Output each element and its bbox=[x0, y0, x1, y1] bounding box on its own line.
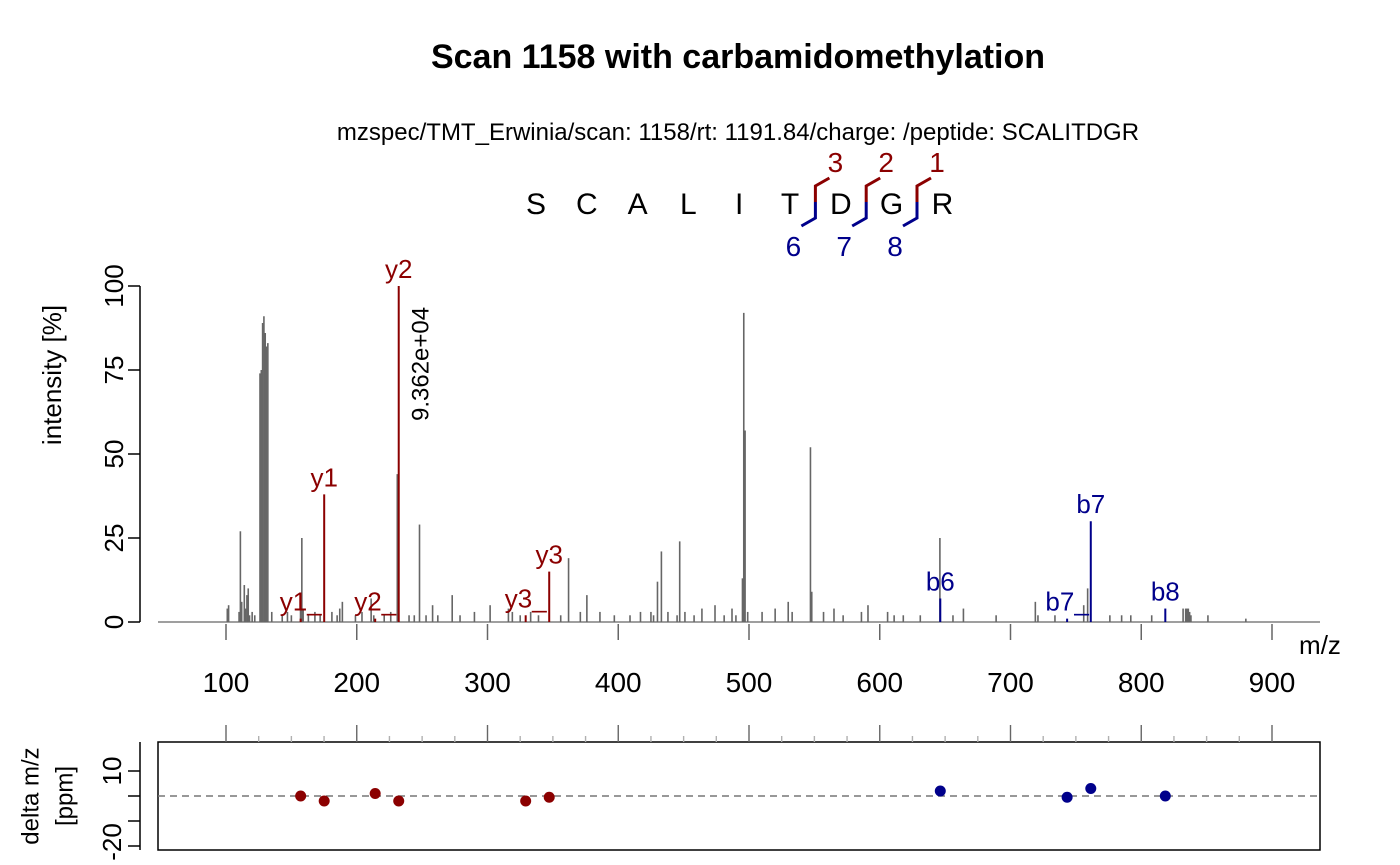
residue: A bbox=[628, 188, 648, 221]
residue: I bbox=[735, 188, 743, 221]
max-intensity-label: 9.362e+04 bbox=[408, 307, 435, 421]
delta-y-axis-label: [ppm] bbox=[51, 766, 78, 826]
peak-label: y3_ bbox=[505, 583, 547, 613]
x-tick-label: 300 bbox=[464, 667, 511, 698]
x-tick-label: 200 bbox=[333, 667, 380, 698]
delta-point bbox=[1085, 783, 1097, 794]
peak-label: y3 bbox=[535, 540, 562, 570]
y-axis-label: intensity [%] bbox=[37, 305, 67, 445]
y-fragment-number: 3 bbox=[828, 147, 844, 178]
y-tick-label: 100 bbox=[99, 264, 129, 307]
residue: T bbox=[781, 188, 799, 221]
delta-point bbox=[1061, 791, 1073, 803]
delta-point bbox=[934, 785, 946, 797]
y-fragment-bracket bbox=[864, 176, 881, 202]
x-tick-label: 500 bbox=[726, 667, 773, 698]
b-fragment-number: 8 bbox=[887, 231, 903, 262]
peak-label: b7 bbox=[1076, 489, 1105, 519]
intensity-plot: y1 y1_ y2 y2_ y3 y3_ b6 b7 b7_ b8 9.362e+04 0 25 50 75… bbox=[37, 254, 1341, 698]
y-tick-label: 75 bbox=[99, 356, 129, 385]
y-fragment-number: 1 bbox=[929, 147, 945, 178]
delta-y-tick-label: -20 bbox=[97, 823, 127, 861]
residue: S bbox=[526, 188, 546, 221]
y-fragment-bracket bbox=[915, 176, 932, 202]
y-tick-label: 0 bbox=[99, 615, 129, 629]
x-tick-label: 800 bbox=[1118, 667, 1165, 698]
chart-subtitle: mzspec/TMT_Erwinia/scan: 1158/rt: 1191.8… bbox=[337, 119, 1139, 146]
x-tick-label: 400 bbox=[595, 667, 642, 698]
y-tick-label: 50 bbox=[99, 440, 129, 469]
peak-label: y1 bbox=[310, 462, 337, 492]
x-tick-label: 700 bbox=[987, 667, 1034, 698]
b-fragment-bracket bbox=[800, 202, 817, 228]
delta-y-tick-label: 10 bbox=[97, 757, 127, 786]
y-fragment-bracket bbox=[813, 176, 831, 202]
residue: R bbox=[932, 188, 954, 221]
delta-point bbox=[543, 791, 555, 803]
delta-point bbox=[1159, 790, 1171, 802]
peak-label: b7_ bbox=[1045, 587, 1089, 617]
delta-point bbox=[520, 795, 532, 807]
x-axis-label: m/z bbox=[1299, 630, 1341, 660]
b-fragment-bracket bbox=[902, 202, 919, 228]
b-fragment-bracket bbox=[851, 202, 868, 228]
peptide-sequence: S C A L I T D G R 3 6 2 7 1 8 bbox=[526, 147, 953, 262]
peak-label: y1_ bbox=[280, 587, 322, 617]
peak-group bbox=[226, 312, 1247, 622]
delta-y-axis-label: delta m/z bbox=[17, 747, 44, 844]
delta-point bbox=[393, 795, 405, 807]
delta-point bbox=[369, 788, 381, 799]
delta-ppm-plot: 10 -20 delta m/z [ppm] bbox=[17, 725, 1321, 861]
residue: G bbox=[880, 188, 903, 221]
delta-point bbox=[295, 790, 307, 802]
x-tick-label: 600 bbox=[856, 667, 903, 698]
b-fragment-number: 6 bbox=[786, 231, 802, 262]
delta-point bbox=[318, 795, 330, 807]
residue: C bbox=[576, 188, 598, 221]
peak-label: y2_ bbox=[354, 587, 396, 617]
peak-label: b8 bbox=[1151, 577, 1180, 607]
y-fragment-number: 2 bbox=[878, 147, 894, 178]
x-tick-label: 100 bbox=[203, 667, 250, 698]
peak-label: y2 bbox=[385, 254, 412, 284]
b-fragment-number: 7 bbox=[836, 231, 852, 262]
chart-title: Scan 1158 with carbamidomethylation bbox=[431, 38, 1045, 76]
residue: L bbox=[680, 188, 697, 221]
peak-label: b6 bbox=[926, 566, 955, 596]
y-tick-label: 25 bbox=[99, 524, 129, 553]
x-tick-label: 900 bbox=[1249, 667, 1296, 698]
residue: D bbox=[830, 188, 852, 221]
